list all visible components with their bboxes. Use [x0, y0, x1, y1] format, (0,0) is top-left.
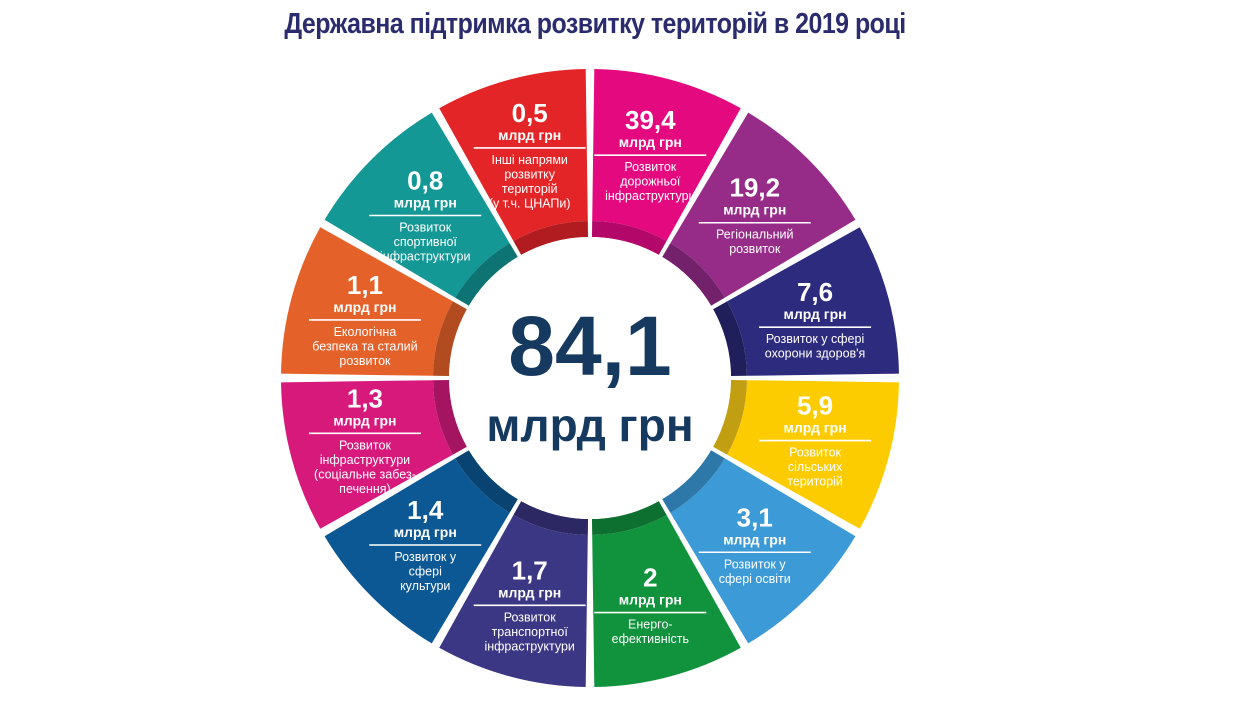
segment-label-line: Енерго- — [628, 618, 673, 632]
segment-inner-band — [713, 379, 747, 455]
segment-wedge — [439, 69, 588, 241]
segment-label-line: розвитку — [504, 167, 555, 181]
segment-value: 39,4 — [625, 105, 676, 135]
chart-title: Державна підтримка розвитку територій в … — [284, 8, 906, 40]
segment-label-line: територій — [787, 475, 843, 489]
segment-unit: млрд грн — [784, 306, 847, 322]
segment-value: 0,5 — [512, 98, 548, 128]
segment-label-line: Розвиток — [339, 438, 391, 452]
segment-label-line: інфраструктури — [484, 639, 574, 653]
segment-inner-band — [433, 301, 467, 377]
segment-label-line: печення) — [339, 482, 391, 496]
segment-unit: млрд грн — [723, 531, 786, 547]
segment-inner-band — [713, 301, 747, 377]
segment-inner-band — [513, 501, 589, 535]
segment-label-line: розвиток — [339, 354, 391, 368]
segment-label-line: сільських — [788, 460, 843, 474]
center-disc — [449, 237, 731, 519]
segment-unit: млрд грн — [394, 524, 457, 540]
segment-label-line: Розвиток у — [724, 557, 786, 571]
segment-label-line: Розвиток у — [394, 550, 456, 564]
segment-label-line: (соціальне забез- — [314, 467, 416, 481]
segment-inner-band — [455, 243, 518, 306]
segment-label-line: охорони здоров'я — [765, 347, 866, 361]
segment-wedge — [281, 227, 453, 376]
segment-label-line: інфраструктури — [380, 249, 470, 263]
segment-inner-band — [513, 221, 589, 255]
segment-wedge — [324, 112, 510, 298]
segment-inner-band — [662, 450, 725, 513]
segment-label-line: Розвиток — [624, 160, 676, 174]
segment-label-line: Розвиток у сфері — [766, 332, 864, 346]
segment-label-line: безпека та сталий — [312, 339, 417, 353]
center-total-value: 84,1 — [508, 299, 672, 393]
segment-label-line: Інші напрями — [491, 153, 567, 167]
segment-value: 1,7 — [512, 555, 548, 585]
segment-unit: млрд грн — [619, 134, 682, 150]
segment-unit: млрд грн — [723, 202, 786, 218]
segment-unit: млрд грн — [498, 584, 561, 600]
segment-wedge — [727, 227, 899, 376]
segment-unit: млрд грн — [498, 127, 561, 143]
segment-label-line: Регіональний — [716, 228, 794, 242]
segment-wedge — [670, 458, 856, 644]
segment-label-line: транспортної — [492, 625, 569, 639]
segment-inner-band — [455, 450, 518, 513]
segment-label-line: (у т.ч. ЦНАПи) — [489, 196, 571, 210]
segment-value: 5,9 — [797, 391, 833, 421]
segment-unit: млрд грн — [333, 412, 396, 428]
segment-unit: млрд грн — [784, 420, 847, 436]
segment-value: 7,6 — [797, 277, 833, 307]
segment-label-line: ефективність — [612, 632, 689, 646]
segment-label-line: розвиток — [729, 242, 781, 256]
segment-label-line: інфраструктури — [320, 453, 410, 467]
segment-wedge — [727, 380, 899, 529]
segment-wedge — [281, 380, 453, 529]
segment-label-line: Розвиток — [399, 220, 451, 234]
segment-inner-band — [662, 243, 725, 306]
center-total-unit: млрд грн — [486, 399, 693, 451]
segment-label-line: Екологічна — [334, 325, 397, 339]
segment-wedge — [324, 458, 510, 644]
segment-wedge — [439, 515, 588, 687]
segment-label-line: спортивної — [394, 235, 458, 249]
segment-label-line: Розвиток — [504, 610, 556, 624]
segment-value: 1,4 — [407, 495, 444, 525]
segment-value: 19,2 — [729, 173, 780, 203]
segment-unit: млрд грн — [394, 194, 457, 210]
segment-value: 3,1 — [737, 502, 773, 532]
segment-label-line: інфраструктури — [605, 189, 695, 203]
segment-wedge — [592, 515, 741, 687]
segment-label-line: Розвиток — [789, 446, 841, 460]
segment-unit: млрд грн — [333, 299, 396, 315]
segment-label-line: сфері — [409, 565, 442, 579]
segment-wedge — [670, 112, 856, 298]
segment-label-line: дорожньої — [620, 175, 681, 189]
segment-value: 0,8 — [407, 165, 443, 195]
segment-inner-band — [591, 501, 667, 535]
segment-value: 1,3 — [347, 383, 383, 413]
segment-label-line: культури — [400, 579, 450, 593]
segment-label-line: територій — [502, 182, 558, 196]
segment-inner-band — [591, 221, 667, 255]
segment-inner-band — [433, 379, 467, 455]
segment-value: 2 — [643, 563, 657, 593]
segment-value: 1,1 — [347, 270, 383, 300]
segment-unit: млрд грн — [619, 592, 682, 608]
segment-label-line: сфері освіти — [719, 572, 791, 586]
